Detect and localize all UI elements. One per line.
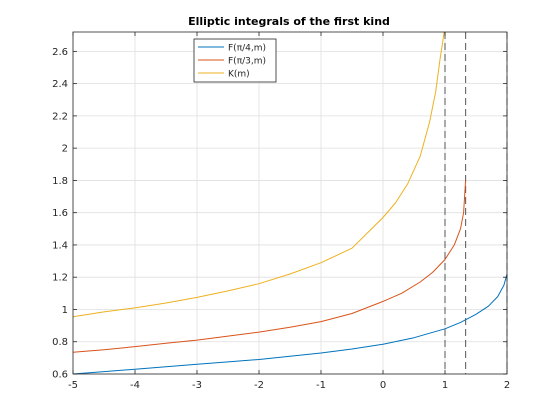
series-layer	[72, 31, 508, 375]
y-tick-label: 1.2	[52, 273, 68, 284]
x-tick-label: -4	[130, 380, 140, 391]
y-tick-label: 0.8	[52, 337, 68, 348]
legend-label: F(π/4,m)	[228, 44, 266, 54]
y-tick-label: 0.6	[52, 370, 68, 381]
y-tick-label: 2.4	[52, 79, 68, 90]
x-tick-label: -2	[254, 380, 264, 391]
grid-layer	[72, 32, 508, 375]
legend: F(π/4,m) F(π/3,m) K(m)	[193, 38, 277, 83]
y-tick-label: 2.2	[52, 111, 68, 122]
y-tick-label: 2.6	[52, 47, 68, 58]
y-tick-label: 1.8	[52, 176, 68, 187]
y-tick-label: 1	[62, 305, 68, 316]
y-tick-label: 2	[62, 144, 68, 155]
tick-layer: -5 -4 -3 -2 -1 0 1 2 0.6 0.8 1 1.2 1.4 1.6 1.8 2 2.2 2.4 2…	[52, 32, 510, 391]
y-tick-label: 1.4	[52, 240, 68, 251]
chart-title: Elliptic integrals of the first kind	[188, 15, 390, 28]
legend-label: K(m)	[228, 70, 250, 80]
series-line	[72, 180, 467, 353]
series-line	[72, 273, 508, 375]
x-tick-label: -3	[192, 380, 202, 391]
x-tick-label: -1	[316, 380, 326, 391]
legend-label: F(π/3,m)	[228, 57, 266, 67]
plot-frame	[72, 31, 508, 375]
x-tick-label: 1	[442, 380, 448, 391]
y-tick-label: 1.6	[52, 208, 68, 219]
x-tick-label: 2	[504, 380, 510, 391]
x-tick-label: -5	[68, 380, 78, 391]
x-tick-label: 0	[380, 380, 386, 391]
series-line	[72, 31, 445, 318]
